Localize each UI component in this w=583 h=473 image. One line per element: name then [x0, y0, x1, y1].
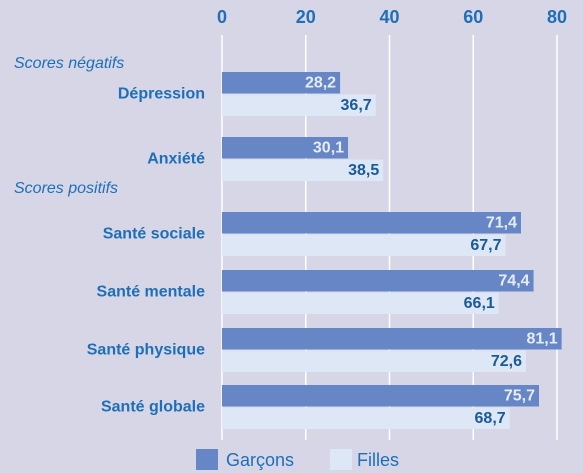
category-label: Santé physique	[87, 342, 205, 359]
bar	[222, 212, 521, 234]
bar	[222, 292, 499, 314]
value-label: 72,6	[491, 353, 522, 370]
bar	[222, 137, 349, 159]
value-label: 36,7	[341, 97, 372, 114]
category-label: Anxiété	[147, 151, 205, 168]
value-label: 81,1	[526, 330, 557, 347]
category-label: Santé mentale	[97, 284, 206, 301]
group-label: Scores positifs	[14, 180, 118, 197]
value-label: 75,7	[504, 387, 535, 404]
category-label: Dépression	[118, 86, 205, 103]
category-label: Santé sociale	[103, 226, 205, 243]
x-tick-label: 80	[547, 7, 567, 27]
value-label: 66,1	[464, 295, 495, 312]
legend-label: Filles	[357, 450, 399, 470]
legend-swatch	[196, 449, 218, 470]
x-tick-label: 20	[296, 7, 316, 27]
group-label: Scores négatifs	[14, 55, 124, 72]
legend-swatch	[330, 449, 352, 470]
x-tick-label: 40	[379, 7, 399, 27]
bar	[222, 407, 510, 429]
legend-label: Garçons	[226, 450, 294, 470]
value-label: 68,7	[475, 410, 506, 427]
value-label: 30,1	[313, 139, 344, 156]
value-label: 28,2	[305, 74, 336, 91]
bar	[222, 72, 341, 94]
bar	[222, 328, 562, 350]
value-label: 67,7	[470, 237, 501, 254]
category-label: Santé globale	[101, 399, 205, 416]
bar	[222, 94, 376, 116]
bar	[222, 350, 527, 372]
bar	[222, 159, 384, 181]
x-tick-label: 60	[463, 7, 483, 27]
value-label: 38,5	[348, 162, 379, 179]
x-tick-label: 0	[217, 7, 227, 27]
bar	[222, 270, 534, 292]
value-label: 71,4	[486, 214, 517, 231]
bar	[222, 234, 506, 256]
bar	[222, 385, 539, 407]
value-label: 74,4	[498, 272, 529, 289]
